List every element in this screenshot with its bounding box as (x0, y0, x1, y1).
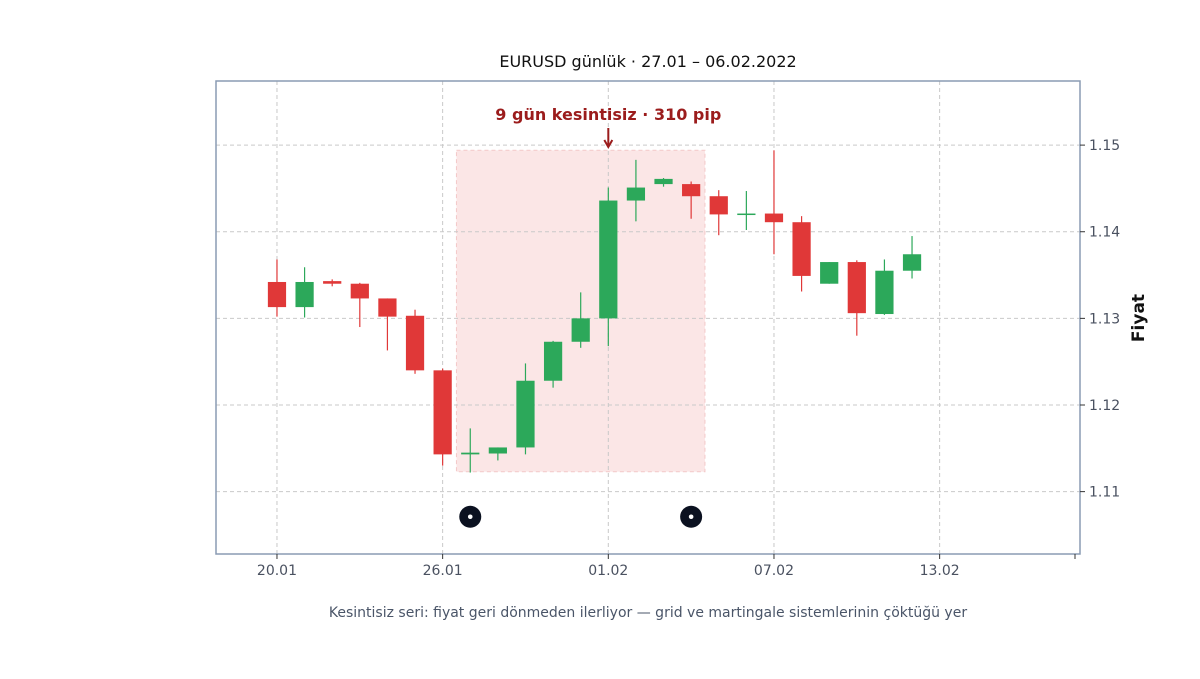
x-tick-label: 07.02 (754, 563, 794, 579)
candle (599, 187, 618, 347)
candle (571, 292, 590, 348)
candle (792, 216, 811, 292)
candle (875, 259, 894, 315)
candle-body (295, 281, 314, 308)
candle-body (433, 370, 452, 455)
marker-inner (467, 514, 473, 520)
plot-frame (215, 80, 1081, 555)
candle (820, 262, 839, 284)
candle (626, 159, 646, 222)
y-axis-label: Fiyat (1129, 294, 1149, 342)
candle (378, 298, 397, 351)
candle-body (875, 270, 894, 315)
candle-body (847, 262, 866, 314)
chart-caption: Kesintisiz seri: fiyat geri dönmeden ile… (329, 605, 967, 621)
candle (350, 282, 369, 328)
candle-body (571, 318, 590, 342)
candle-body (267, 281, 287, 308)
candle (847, 260, 866, 336)
marker-inner (688, 514, 694, 520)
candle-body (599, 200, 618, 319)
candle-body (654, 178, 673, 185)
candle-body (902, 254, 922, 271)
candle (654, 178, 673, 187)
candle (488, 447, 507, 461)
x-axis: 20.01 26.01 01.02 07.02 13.02 (257, 554, 1076, 579)
highlight-label: 9 gün kesintisiz · 310 pip (495, 105, 721, 124)
candle (543, 340, 563, 388)
chart-title: EURUSD günlük · 27.01 – 06.02.2022 (499, 52, 796, 71)
x-tick-label: 26.01 (423, 563, 463, 579)
candle-body (543, 341, 563, 381)
candles (267, 150, 922, 473)
x-tick-label: 01.02 (588, 563, 628, 579)
y-axis: 1.11 1.12 1.13 1.14 1.15 (1080, 138, 1120, 501)
x-tick-label: 13.02 (920, 563, 960, 579)
candle-body (516, 380, 535, 448)
candle (902, 236, 922, 279)
candle-body (709, 196, 728, 215)
candle-body (820, 262, 839, 284)
candle-body (323, 281, 342, 284)
x-tick-label: 20.01 (257, 563, 297, 579)
markers (459, 505, 703, 528)
annotation: 9 gün kesintisiz · 310 pip (495, 105, 721, 150)
candle-body (461, 452, 480, 455)
y-tick-label: 1.15 (1089, 138, 1120, 154)
y-tick-label: 1.11 (1089, 485, 1120, 501)
grid-lines (216, 81, 1080, 554)
candle (737, 191, 756, 231)
candle-body (350, 283, 369, 299)
candle (433, 368, 452, 466)
y-tick-label: 1.13 (1089, 311, 1120, 327)
y-tick-label: 1.14 (1089, 225, 1120, 241)
candle (682, 181, 701, 219)
candle (267, 259, 287, 317)
candle (709, 190, 728, 236)
candle (295, 267, 314, 318)
candle-body (626, 187, 646, 201)
candle (461, 428, 480, 473)
candle-body (792, 222, 811, 276)
candle (764, 150, 784, 255)
candle (405, 309, 425, 374)
candle (516, 363, 535, 455)
candle-body (378, 298, 397, 317)
candle-body (488, 447, 507, 454)
candle-body (682, 184, 701, 197)
annotation-arrowhead (603, 139, 614, 150)
candle-body (764, 213, 784, 223)
candle-body (737, 213, 756, 216)
candle (323, 279, 342, 287)
marker-dot (459, 505, 482, 528)
y-tick-label: 1.12 (1089, 398, 1120, 414)
candle-body (405, 315, 425, 371)
marker-dot (680, 505, 703, 528)
